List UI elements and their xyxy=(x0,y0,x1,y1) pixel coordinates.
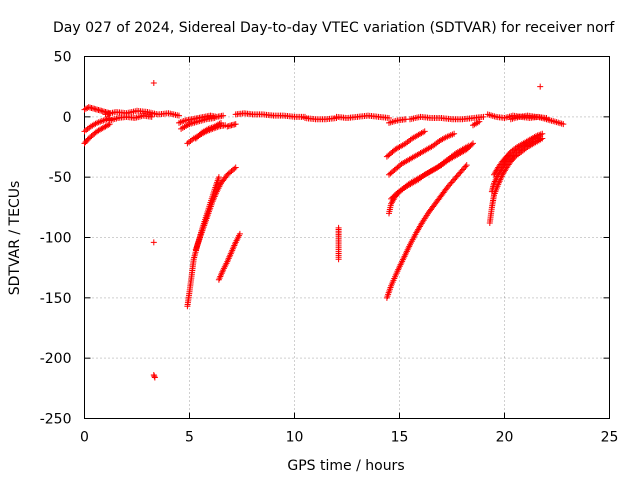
data-point xyxy=(451,130,458,137)
y-tick-label: 50 xyxy=(54,50,72,66)
data-point xyxy=(421,128,428,135)
grid-lines xyxy=(84,56,610,419)
data-point xyxy=(446,182,453,189)
data-point xyxy=(215,174,222,181)
y-axis: -250 -200 -150 -100 -50 0 50 xyxy=(40,50,610,428)
data-point xyxy=(232,164,239,171)
y-tick-label: -200 xyxy=(40,351,72,367)
data-point xyxy=(105,121,112,128)
data-point xyxy=(150,80,157,87)
data-point xyxy=(176,112,182,119)
data-point xyxy=(218,119,224,126)
x-tick-label: 25 xyxy=(601,430,619,446)
plot-frame xyxy=(84,56,610,419)
data-point xyxy=(449,178,456,185)
data-point xyxy=(462,163,469,170)
x-tick-label: 5 xyxy=(185,430,194,446)
data-point xyxy=(476,118,483,125)
data-point xyxy=(232,121,239,128)
data-point xyxy=(537,83,544,90)
x-tick-label: 10 xyxy=(286,430,304,446)
data-point xyxy=(457,169,464,176)
x-tick-label: 0 xyxy=(80,430,89,446)
data-point xyxy=(453,173,460,180)
y-tick-label: -150 xyxy=(40,291,72,307)
data-point xyxy=(470,140,476,147)
data-point xyxy=(236,230,243,237)
data-points xyxy=(81,80,567,381)
data-point xyxy=(456,170,463,177)
data-point xyxy=(150,239,157,246)
data-point xyxy=(211,115,218,122)
chart-title: Day 027 of 2024, Sidereal Day-to-day VTE… xyxy=(53,20,615,36)
data-point xyxy=(560,121,567,128)
x-axis: 0 5 10 15 20 25 xyxy=(80,56,619,446)
data-point xyxy=(543,115,550,122)
data-point xyxy=(151,373,158,380)
data-point xyxy=(179,118,186,125)
data-point xyxy=(444,183,451,190)
data-point xyxy=(458,167,465,174)
data-point xyxy=(231,165,238,172)
data-point xyxy=(459,166,466,173)
data-point xyxy=(454,172,461,179)
y-tick-label: -100 xyxy=(40,231,72,247)
y-axis-label: SDTVAR / TECUs xyxy=(7,181,23,296)
data-point xyxy=(447,180,454,187)
data-point xyxy=(448,179,455,186)
data-point xyxy=(452,175,459,182)
y-tick-label: 0 xyxy=(63,110,72,126)
x-axis-label: GPS time / hours xyxy=(287,458,404,474)
y-tick-label: -250 xyxy=(40,412,72,428)
data-point xyxy=(451,176,458,183)
data-point xyxy=(539,130,546,137)
x-tick-label: 20 xyxy=(496,430,514,446)
x-tick-label: 15 xyxy=(391,430,409,446)
data-point xyxy=(480,113,487,120)
data-point xyxy=(148,113,155,120)
data-point xyxy=(461,164,468,171)
data-point xyxy=(220,112,227,119)
data-point xyxy=(151,374,158,381)
data-point xyxy=(335,256,342,263)
data-point xyxy=(468,141,475,148)
y-tick-label: -50 xyxy=(49,170,72,186)
data-point xyxy=(463,162,470,169)
